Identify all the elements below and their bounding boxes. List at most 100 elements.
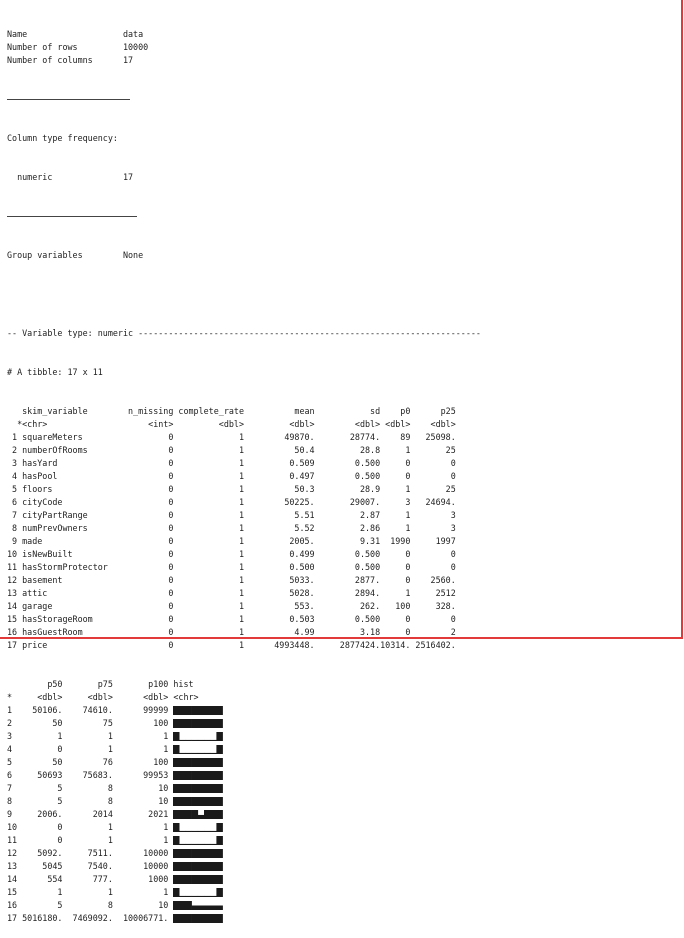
histogram-bar — [179, 771, 187, 780]
histogram-bar — [210, 771, 218, 780]
histogram-bar — [204, 706, 211, 715]
histogram-bar — [179, 895, 187, 897]
histogram-bar — [198, 905, 205, 910]
histogram-bar — [185, 843, 193, 845]
histogram-bar — [216, 784, 224, 793]
histogram-sparkline — [173, 875, 224, 884]
histogram-bar — [192, 905, 199, 910]
histogram-bar — [192, 914, 199, 923]
histogram-bar — [210, 905, 218, 910]
table-row: 8 5 8 10 — [7, 795, 677, 808]
histogram-bar — [173, 732, 180, 741]
histogram-bar — [192, 771, 199, 780]
histogram-bar — [204, 895, 211, 897]
histogram-bar — [204, 914, 211, 923]
table-row: 17 price 0 1 4993448. 2877424.10314. 251… — [7, 640, 456, 650]
histogram-sparkline — [173, 810, 224, 819]
table-row: 1 50106. 74610. 99999 — [7, 704, 677, 717]
histogram-sparkline — [173, 706, 224, 715]
histogram-bar — [185, 875, 193, 884]
histogram-bar — [179, 849, 187, 858]
histogram-bar — [192, 784, 199, 793]
histogram-sparkline — [173, 836, 224, 845]
histogram-sparkline — [173, 888, 224, 897]
histogram-bar — [179, 758, 187, 767]
type-frequency-list: numeric 17 — [7, 171, 677, 184]
histogram-bar — [179, 875, 187, 884]
histogram-bar — [198, 914, 205, 923]
summary-row: Name data — [7, 29, 144, 39]
histogram-bar — [185, 706, 193, 715]
histogram-bar — [204, 758, 211, 767]
histogram-bar — [173, 771, 180, 780]
histogram-bar — [216, 888, 224, 897]
histogram-bar — [210, 849, 218, 858]
table-row: 4 0 1 1 — [7, 743, 677, 756]
histogram-bar — [173, 823, 180, 832]
numeric-stats-table: skim_variable n_missing complete_rate me… — [7, 405, 677, 652]
histogram-bar — [204, 830, 211, 832]
table-row: 16 hasGuestRoom 0 1 4.99 3.18 0 2 — [7, 627, 456, 637]
histogram-bar — [185, 771, 193, 780]
histogram-bar — [179, 784, 187, 793]
table-row: 10 isNewBuilt 0 1 0.499 0.500 0 0 — [7, 549, 456, 559]
histogram-bar — [210, 784, 218, 793]
table-row: 8 numPrevOwners 0 1 5.52 2.86 1 3 — [7, 523, 456, 533]
histogram-sparkline — [173, 784, 224, 793]
histogram-bar — [192, 875, 199, 884]
histogram-bar — [173, 745, 180, 754]
table-row: 9 2006. 2014 2021 — [7, 808, 677, 821]
histogram-bar — [210, 719, 218, 728]
histogram-bar — [173, 797, 180, 806]
histogram-bar — [198, 784, 205, 793]
skim-summary: Name data Number of rows 10000 Number of c… — [7, 28, 677, 67]
histogram-bar — [216, 706, 224, 715]
histogram-bar — [198, 814, 205, 819]
table-row: 17 5016180. 7469092. 10006771. — [7, 912, 677, 925]
histogram-bar — [210, 797, 218, 806]
histogram-sparkline — [173, 823, 224, 832]
type-frequency-header: Column type frequency: — [7, 133, 118, 143]
histogram-sparkline — [173, 745, 224, 754]
histogram-bar — [198, 739, 205, 741]
table-header-row: skim_variable n_missing complete_rate me… — [7, 406, 456, 416]
histogram-bar — [216, 875, 224, 884]
histogram-bar — [216, 758, 224, 767]
histogram-bar — [173, 849, 180, 858]
histogram-bar — [216, 849, 224, 858]
table-type-row: * <dbl> <dbl> <dbl> <chr> — [7, 692, 199, 702]
table-row: 13 attic 0 1 5028. 2894. 1 2512 — [7, 588, 456, 598]
tibble-dimensions: # A tibble: 17 x 11 — [7, 367, 103, 377]
histogram-bar — [198, 830, 205, 832]
table-type-row: *<chr> <int> <dbl> <dbl> <dbl> <dbl> <db… — [7, 419, 456, 429]
histogram-bar — [185, 739, 193, 741]
histogram-bar — [210, 875, 218, 884]
table-row: 10 0 1 1 — [7, 821, 677, 834]
histogram-bar — [179, 862, 187, 871]
histogram-bar — [198, 706, 205, 715]
histogram-bar — [179, 810, 187, 819]
histogram-bar — [185, 901, 193, 910]
histogram-bar — [179, 719, 187, 728]
histogram-bar — [204, 810, 211, 819]
histogram-bar — [192, 739, 199, 741]
table-row: 13 5045 7540. 10000 — [7, 860, 677, 873]
table-row: 5 floors 0 1 50.3 28.9 1 25 — [7, 484, 456, 494]
histogram-bar — [173, 719, 180, 728]
histogram-bar — [198, 752, 205, 754]
histogram-bar — [173, 914, 180, 923]
histogram-sparkline — [173, 771, 224, 780]
histogram-bar — [179, 706, 187, 715]
histogram-bar — [216, 745, 224, 754]
table-row: 15 1 1 1 — [7, 886, 677, 899]
table-row: 11 hasStormProtector 0 1 0.500 0.500 0 0 — [7, 562, 456, 572]
table-header-row: p50 p75 p100 hist — [7, 679, 194, 689]
histogram-bar — [185, 810, 193, 819]
histogram-bar — [173, 784, 180, 793]
group-variables-row: Group variables None — [7, 250, 144, 260]
table-row: 6 cityCode 0 1 50225. 29007. 3 24694. — [7, 497, 456, 507]
histogram-bar — [179, 901, 187, 910]
histogram-bar — [198, 862, 205, 871]
table-row: 4 hasPool 0 1 0.497 0.500 0 0 — [7, 471, 456, 481]
histogram-bar — [216, 862, 224, 871]
